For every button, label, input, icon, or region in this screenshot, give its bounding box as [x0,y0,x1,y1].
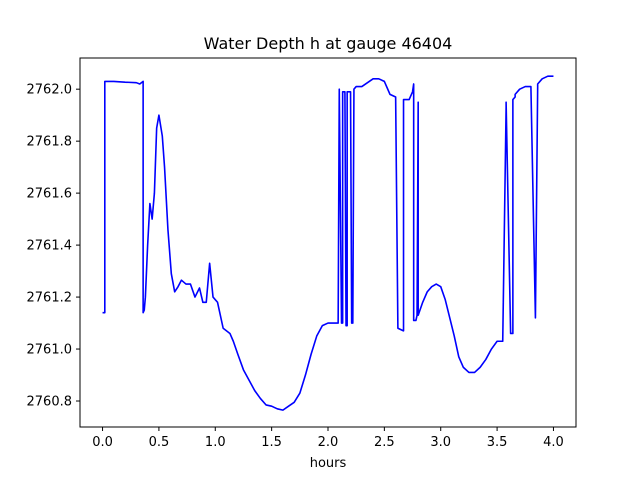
y-tick-label: 2762.0 [27,83,73,98]
x-tick-label: 2.5 [374,435,395,450]
y-tick-label: 2761.4 [27,239,73,254]
y-tick-label: 2761.6 [27,187,73,202]
y-tick-label: 2761.2 [27,291,73,306]
y-tick-label: 2760.8 [27,395,73,410]
y-axis-ticks: 2760.8 2761.0 2761.2 2761.4 2761.6 2761.8 2762… [27,83,80,410]
x-axis-label: hours [310,456,347,471]
x-axis-ticks: 0.0 0.5 1.0 1.5 2.0 2.5 3.0 3.5 4.0 [92,427,564,450]
plot-area [80,58,576,427]
y-tick-label: 2761.8 [27,135,73,150]
y-tick-label: 2761.0 [27,343,73,358]
x-tick-label: 3.0 [430,435,451,450]
x-tick-label: 1.5 [261,435,282,450]
x-tick-label: 3.5 [487,435,508,450]
x-tick-label: 1.0 [205,435,226,450]
x-tick-label: 2.0 [318,435,339,450]
chart-title: Water Depth h at gauge 46404 [204,34,453,53]
x-tick-label: 0.5 [149,435,170,450]
x-tick-label: 4.0 [543,435,564,450]
series-line-0 [102,75,554,411]
x-tick-label: 0.0 [92,435,113,450]
plot-lines [102,75,554,411]
